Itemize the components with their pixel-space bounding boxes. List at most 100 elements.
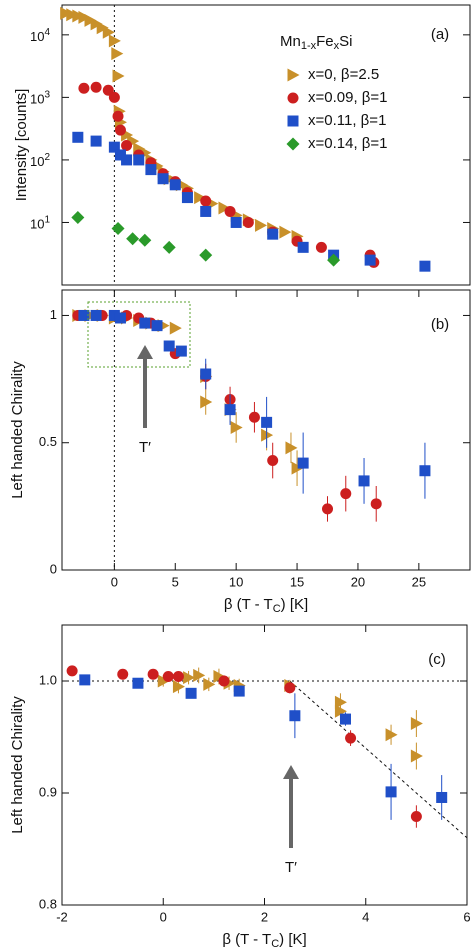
x-tick-label: 2: [261, 909, 268, 924]
marker: [419, 260, 431, 272]
marker: [385, 728, 398, 742]
x-tick-label: 0: [111, 574, 118, 589]
marker: [410, 749, 423, 763]
marker: [90, 309, 102, 321]
marker: [230, 216, 242, 228]
marker: [90, 135, 102, 147]
panel-label: (c): [428, 651, 446, 668]
marker: [96, 21, 109, 35]
marker: [419, 465, 431, 477]
marker: [139, 317, 151, 329]
legend-label: x=0.14, β=1: [308, 135, 388, 152]
text-part: β (T - T: [222, 931, 271, 948]
y-tick-label: 0.8: [39, 896, 57, 911]
marker: [169, 179, 181, 191]
y-tick-label: 104: [30, 26, 50, 44]
marker: [162, 240, 176, 254]
text-part: 2: [44, 152, 50, 163]
x-tick-label: 10: [229, 574, 243, 589]
marker: [185, 687, 197, 699]
marker: [169, 321, 182, 335]
y-tick-label: 102: [30, 152, 50, 170]
marker: [66, 8, 79, 22]
marker: [72, 131, 84, 143]
marker: [84, 13, 97, 27]
trend-line: [289, 680, 468, 839]
marker: [145, 164, 157, 176]
marker: [151, 320, 163, 332]
plot-frame: [61, 289, 471, 571]
marker: [78, 10, 91, 24]
text-part: C: [271, 938, 279, 950]
marker: [71, 211, 85, 225]
marker: [297, 457, 309, 469]
arrow-head: [137, 345, 153, 359]
marker: [112, 69, 125, 83]
marker: [114, 312, 126, 324]
marker: [114, 124, 126, 136]
legend-label: x=0.11, β=1: [308, 112, 386, 129]
marker: [334, 704, 347, 718]
marker: [102, 84, 114, 96]
marker: [200, 205, 212, 217]
x-tick-label: 6: [463, 909, 470, 924]
marker: [183, 671, 196, 685]
marker: [285, 441, 298, 455]
text-part: 4: [44, 26, 50, 37]
y-tick-label: 0: [50, 561, 57, 576]
marker: [121, 140, 133, 152]
legend-marker: [286, 137, 300, 151]
marker: [334, 695, 347, 709]
marker: [175, 345, 187, 357]
marker: [90, 17, 103, 31]
legend-marker: [287, 92, 299, 104]
marker: [340, 713, 351, 725]
marker: [289, 710, 301, 722]
marker: [200, 195, 212, 207]
marker: [147, 668, 159, 680]
text-part: x: [334, 40, 340, 52]
marker: [111, 222, 125, 236]
y-tick-label: 101: [30, 214, 50, 232]
y-axis-label: Intensity [counts]: [13, 89, 30, 202]
marker: [79, 674, 91, 686]
marker: [133, 154, 145, 166]
arrow-head: [283, 765, 299, 779]
marker: [233, 685, 245, 697]
text-part: C: [273, 603, 281, 615]
panel-label: (b): [431, 316, 449, 333]
plot-frame: [61, 624, 468, 906]
x-tick-label: 4: [362, 909, 369, 924]
y-axis-label: Left handed Chirality: [9, 361, 26, 499]
marker: [224, 404, 236, 416]
marker: [436, 791, 448, 803]
marker: [112, 110, 124, 122]
x-axis-label: β (T - TC) [K]: [224, 596, 308, 615]
marker: [340, 488, 352, 500]
marker: [315, 241, 327, 253]
text-part: 10: [30, 154, 44, 169]
marker: [224, 205, 236, 217]
marker: [60, 6, 73, 20]
marker: [162, 671, 174, 683]
text-part: 1-x: [301, 40, 317, 52]
marker: [111, 47, 124, 61]
text-part: Fe: [316, 33, 334, 50]
x-tick-label: 5: [172, 574, 179, 589]
marker: [242, 216, 254, 228]
text-part: 10: [30, 92, 44, 107]
marker: [284, 682, 296, 694]
marker: [90, 81, 102, 93]
x-tick-label: 15: [290, 574, 304, 589]
x-tick-label: -2: [56, 909, 68, 924]
marker: [385, 786, 397, 798]
text-part: 10: [30, 217, 44, 232]
y-tick-label: 0.9: [39, 784, 57, 799]
text-part: 3: [44, 89, 50, 100]
marker: [410, 717, 423, 731]
marker: [358, 475, 370, 487]
marker: [248, 411, 260, 423]
legend-label: x=0.09, β=1: [308, 89, 388, 106]
marker: [218, 201, 231, 215]
y-tick-label: 1: [50, 307, 57, 322]
